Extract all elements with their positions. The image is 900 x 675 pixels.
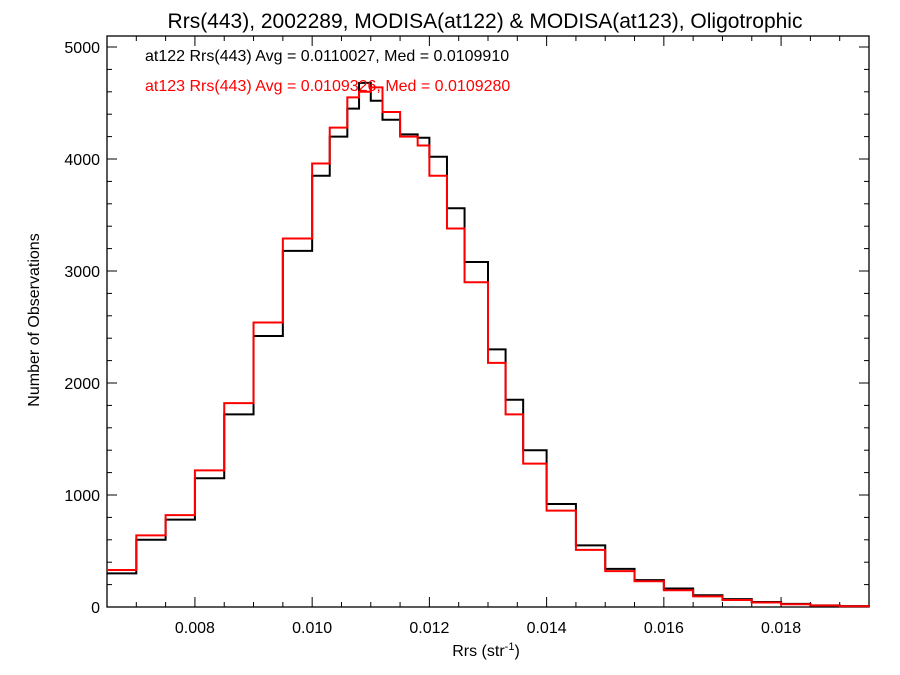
y-tick-label: 5000 [64,40,100,57]
y-tick-label: 1000 [64,488,100,505]
x-axis-label-main: Rrs (str [452,643,505,660]
y-tick-label: 0 [91,600,100,617]
x-tick-label: 0.010 [292,620,332,637]
y-tick-label: 2000 [64,376,100,393]
data-series [107,81,870,608]
series-at123-line [107,86,870,608]
x-tick-label: 0.014 [527,620,567,637]
annotation-at122: at122 Rrs(443) Avg = 0.0110027, Med = 0.… [145,48,509,65]
axis-ticks: 0.008 0.010 0.012 0.014 0.016 0.018 0 1000 2000 3… [64,36,870,637]
x-tick-label: 0.012 [409,620,449,637]
chart-title: Rrs(443), 2002289, MODISA(at122) & MODIS… [168,10,803,33]
x-axis-label: Rrs (str-1) [452,641,520,660]
x-tick-label: 0.016 [644,620,684,637]
y-axis-label: Number of Observations [26,233,43,406]
x-axis-label-close: ) [514,643,519,660]
annotation-at123: at123 Rrs(443) Avg = 0.0109326, Med = 0.… [145,78,510,95]
x-tick-label: 0.018 [761,620,801,637]
x-tick-label: 0.008 [175,620,215,637]
y-tick-label: 3000 [64,264,100,281]
x-axis-label-sup: -1 [505,641,515,653]
y-tick-label: 4000 [64,152,100,169]
